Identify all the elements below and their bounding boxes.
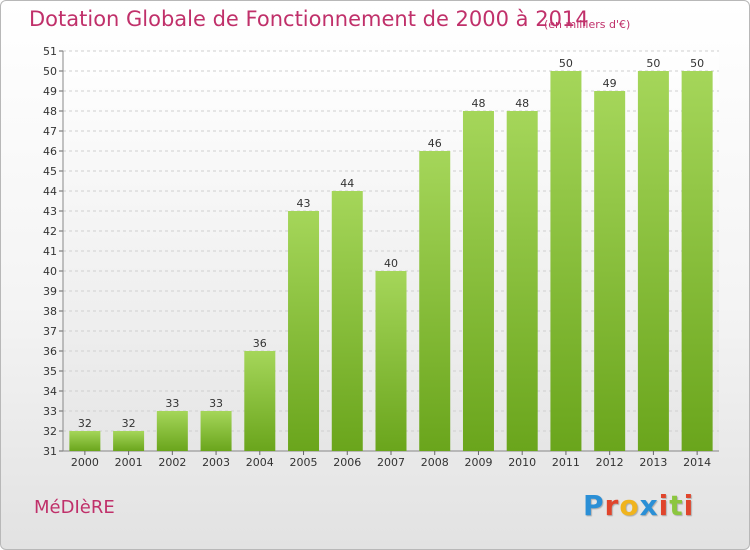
data-label-2002: 33 bbox=[165, 397, 179, 410]
y-tick-label: 35 bbox=[43, 365, 57, 378]
y-tick-label: 37 bbox=[43, 325, 57, 338]
bar-2005 bbox=[288, 211, 320, 451]
data-label-2005: 43 bbox=[297, 197, 311, 210]
data-labels: 32 32 33 33 36 43 44 40 46 48 48 50 49 50 50 bbox=[78, 57, 704, 430]
y-tick-label: 49 bbox=[43, 85, 57, 98]
y-tick-label: 33 bbox=[43, 405, 57, 418]
y-tick-label: 31 bbox=[43, 445, 57, 458]
y-tick-label: 42 bbox=[43, 225, 57, 238]
x-tick-label-2014: 2014 bbox=[683, 456, 711, 469]
y-tick-label: 47 bbox=[43, 125, 57, 138]
logo-letter: o bbox=[619, 489, 640, 522]
bar-2014 bbox=[681, 71, 713, 451]
y-tick-label: 44 bbox=[43, 185, 57, 198]
bar-2003 bbox=[200, 411, 232, 451]
x-tick-label-2000: 2000 bbox=[71, 456, 99, 469]
y-tick-label: 39 bbox=[43, 285, 57, 298]
data-label-2012: 49 bbox=[603, 77, 617, 90]
data-label-2003: 33 bbox=[209, 397, 223, 410]
y-tick-label: 45 bbox=[43, 165, 57, 178]
y-tick-label: 32 bbox=[43, 425, 57, 438]
bar-2011 bbox=[550, 71, 582, 451]
x-tick-label-2006: 2006 bbox=[333, 456, 361, 469]
x-tick-label-2007: 2007 bbox=[377, 456, 405, 469]
bar-2004 bbox=[244, 351, 276, 451]
chart-title: Dotation Globale de Fonctionnement de 20… bbox=[29, 7, 589, 31]
x-tick-label-2013: 2013 bbox=[639, 456, 667, 469]
bar-2013 bbox=[637, 71, 669, 451]
commune-name: MéDIèRE bbox=[34, 497, 115, 518]
bar-2012 bbox=[594, 91, 626, 451]
data-label-2006: 44 bbox=[340, 177, 354, 190]
x-tick-label-2012: 2012 bbox=[596, 456, 624, 469]
proxiti-logo: Proxiti bbox=[583, 489, 694, 522]
bar-2006 bbox=[331, 191, 363, 451]
bar-2008 bbox=[419, 151, 451, 451]
logo-letter: r bbox=[604, 489, 620, 522]
x-tick-label-2011: 2011 bbox=[552, 456, 580, 469]
bars bbox=[69, 71, 713, 451]
x-tick-label-2010: 2010 bbox=[508, 456, 536, 469]
y-tick-label: 38 bbox=[43, 305, 57, 318]
bar-2002 bbox=[156, 411, 188, 451]
logo-letter: x bbox=[639, 489, 659, 522]
logo-letter: t bbox=[669, 489, 684, 522]
logo-letter: i bbox=[658, 489, 670, 522]
bar-2000 bbox=[69, 431, 101, 451]
bar-2010 bbox=[506, 111, 538, 451]
data-label-2009: 48 bbox=[471, 97, 485, 110]
y-tick-label: 41 bbox=[43, 245, 57, 258]
y-tick-label: 36 bbox=[43, 345, 57, 358]
x-tick-label-2008: 2008 bbox=[421, 456, 449, 469]
x-tick-label-2005: 2005 bbox=[290, 456, 318, 469]
data-label-2007: 40 bbox=[384, 257, 398, 270]
bar-2001 bbox=[113, 431, 145, 451]
y-tick-label: 50 bbox=[43, 65, 57, 78]
bar-2007 bbox=[375, 271, 407, 451]
x-tick-label-2009: 2009 bbox=[464, 456, 492, 469]
data-label-2010: 48 bbox=[515, 97, 529, 110]
data-label-2008: 46 bbox=[428, 137, 442, 150]
x-tick-label-2004: 2004 bbox=[246, 456, 274, 469]
data-label-2000: 32 bbox=[78, 417, 92, 430]
y-tick-label: 48 bbox=[43, 105, 57, 118]
bar-2009 bbox=[462, 111, 494, 451]
y-tick-label: 46 bbox=[43, 145, 57, 158]
data-label-2013: 50 bbox=[646, 57, 660, 70]
y-tick-label: 43 bbox=[43, 205, 57, 218]
y-tick-label: 34 bbox=[43, 385, 57, 398]
data-label-2001: 32 bbox=[122, 417, 136, 430]
x-tick-label-2001: 2001 bbox=[115, 456, 143, 469]
data-label-2011: 50 bbox=[559, 57, 573, 70]
chart-subtitle: (en milliers d'€) bbox=[544, 18, 631, 31]
y-tick-label: 40 bbox=[43, 265, 57, 278]
data-label-2004: 36 bbox=[253, 337, 267, 350]
x-tick-label-2002: 2002 bbox=[158, 456, 186, 469]
x-tick-label-2003: 2003 bbox=[202, 456, 230, 469]
logo-letter: P bbox=[583, 489, 605, 522]
data-label-2014: 50 bbox=[690, 57, 704, 70]
y-tick-label: 51 bbox=[43, 45, 57, 58]
axes: 31 32 33 34 35 36 37 38 39 40 41 42 43 44 45 46 47 48 49 50… bbox=[43, 45, 719, 469]
logo-letter: i bbox=[683, 489, 695, 522]
